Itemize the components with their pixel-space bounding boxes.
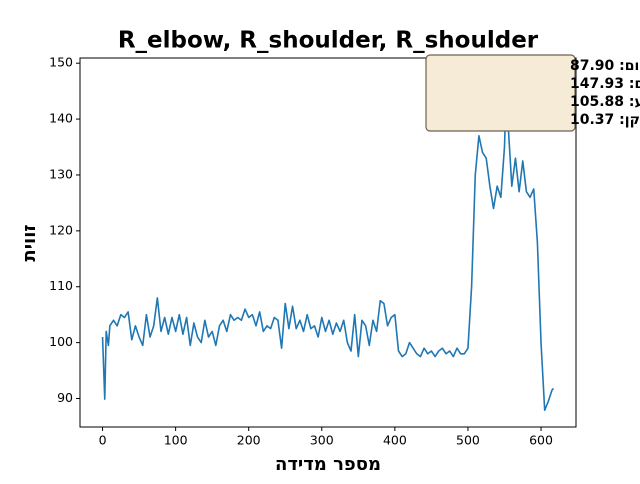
x-axis-label: מספר מדידה xyxy=(275,454,381,475)
y-tick-label: 130 xyxy=(49,166,73,181)
stats-line: ממוצע: 105.88 xyxy=(570,94,640,110)
y-tick-label: 120 xyxy=(49,222,73,237)
stats-line: מינימום: 87.90 xyxy=(570,58,640,74)
y-tick-label: 150 xyxy=(49,55,73,70)
y-tick-label: 100 xyxy=(49,334,73,349)
y-tick-label: 110 xyxy=(49,278,73,293)
x-tick-label: 300 xyxy=(310,433,334,448)
x-tick-label: 200 xyxy=(237,433,261,448)
x-tick-label: 500 xyxy=(456,433,480,448)
y-axis-label: זווית xyxy=(19,224,40,261)
y-tick-label: 90 xyxy=(57,390,73,405)
x-tick-label: 400 xyxy=(383,433,407,448)
stats-line: סטיית תקן: 10.37 xyxy=(570,112,640,128)
stats-box xyxy=(425,54,576,132)
x-tick-label: 0 xyxy=(99,433,107,448)
y-tick-label: 140 xyxy=(49,111,73,126)
x-tick-label: 600 xyxy=(529,433,553,448)
data-line xyxy=(101,73,555,412)
stats-line: מקסימום: 147.93 xyxy=(570,76,640,92)
chart-title: R_elbow, R_shoulder, R_shoulder xyxy=(118,28,539,54)
plot-frame xyxy=(79,57,577,428)
x-tick-label: 100 xyxy=(164,433,188,448)
